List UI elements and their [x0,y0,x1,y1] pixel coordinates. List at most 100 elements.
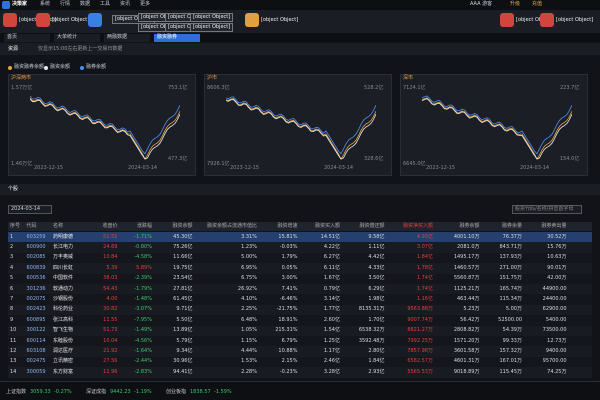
table-cell: 11.66亿 [155,254,193,261]
table-cell: 115.34万 [482,296,522,303]
tab[interactable]: 两融数据 [104,34,150,42]
table-cell: 1.74亿 [387,286,433,293]
toolbar-button[interactable]: [object Object] [261,17,298,24]
panel-title: 深市 [403,75,413,82]
table-cell: 1 [10,234,24,241]
axis-label: 2024-03-14 [128,165,157,172]
table-cell: 7857.98万 [387,348,433,355]
menu-item[interactable]: 数据 [80,1,90,8]
toolbar-button[interactable]: [object Object] [556,17,593,24]
column-header[interactable]: 融券余额 [436,223,480,230]
toolbar-button[interactable]: [object Object] [190,13,233,22]
tab[interactable]: 融资融券 [154,34,200,42]
legend-swatch [8,66,12,70]
column-header[interactable]: 涨跌幅 [120,223,152,230]
table-cell: 6.95% [195,265,257,272]
table-cell: 9 [10,317,24,324]
table-cell: 1.70亿 [343,317,385,324]
ticker-item: 1838.57 [190,389,211,396]
toolbar-icon[interactable] [540,13,554,27]
column-header[interactable]: 融资增速 [260,223,298,230]
legend-swatch [44,66,48,70]
table-cell: 万丰奥威 [53,254,83,261]
table-cell: -1.71% [120,234,152,241]
table-cell: 4601.31万 [436,358,480,365]
table-cell: 23.54亿 [155,275,193,282]
table-cell: 2.25% [195,306,257,313]
tab[interactable]: 大单统计 [54,34,100,42]
axis-label: 2023-12-15 [230,165,259,172]
table-cell: 4.00 [86,296,118,303]
table-cell: 12 [10,348,24,355]
column-header[interactable]: 融资偿还额 [343,223,385,230]
table-cell: 6582.57万 [387,358,433,365]
table-cell: 74.25万 [525,369,567,376]
table-cell: 4.10% [195,296,257,303]
table-cell: 6.11亿 [300,265,340,272]
tab[interactable]: 首页 [4,34,50,42]
table-cell: 5.00% [195,254,257,261]
table-cell: 7 [10,296,24,303]
menu-item[interactable]: 更多 [140,1,150,8]
table-cell: 30.96亿 [155,358,193,365]
panel-title: 沪深两市 [11,75,31,82]
table-cell: 立讯精密 [53,358,83,365]
table-cell: 1571.20万 [436,338,480,345]
window-action[interactable]: 充值 [532,1,542,8]
toolbar-icon[interactable] [500,13,514,27]
column-header[interactable]: 收盘价 [86,223,118,230]
table-cell: 51.51 [86,234,118,241]
legend-swatch [80,66,84,70]
column-header[interactable]: 融资余额占流通市值比 [195,223,257,230]
section-title: 资源 [8,46,18,53]
table-cell: 21.92 [86,348,118,355]
window-action[interactable]: 升级 [510,1,520,8]
table-cell: 智飞生物 [53,327,83,334]
table-cell: 9400.00 [525,348,567,355]
table-cell: 15.81% [260,234,298,241]
user-name[interactable]: AAA 游客 [470,1,492,8]
column-header[interactable]: 融券余量 [482,223,522,230]
search-box[interactable]: 股票代码/名称/拼音首字母 [512,205,582,214]
table-cell: -1.49% [120,327,152,334]
table-cell: 62900.00 [525,306,567,313]
toolbar-icon[interactable] [88,13,102,27]
table-cell: 4001.10万 [436,234,480,241]
table-cell: 1.11亿 [343,244,385,251]
legend-label: 融资余额 [50,64,70,71]
table-cell: 1.74亿 [387,275,433,282]
table-cell: 6.75% [195,275,257,282]
table-cell: 9.58亿 [343,234,385,241]
toolbar-button[interactable]: [object Object] [190,23,233,32]
table-cell: -1.64% [120,348,152,355]
table-cell: 3.31% [195,234,257,241]
column-header[interactable]: 融资余额 [155,223,193,230]
toolbar-icon[interactable] [245,13,259,27]
menu-item[interactable]: 资讯 [120,1,130,8]
toolbar-button[interactable]: [object Object] [52,17,89,24]
date-picker[interactable]: 2024-03-14 [8,205,52,214]
table-cell: 8135.31万 [343,306,385,313]
column-header[interactable]: 融资净买入额 [387,223,433,230]
table-cell: 301236 [27,286,51,293]
table-cell: 99.33万 [482,338,522,345]
column-header[interactable]: 代码 [27,223,51,230]
menu-item[interactable]: 行情 [60,1,70,8]
table-cell: 5.39 [86,265,118,272]
table-cell: 4.42亿 [343,254,385,261]
column-header[interactable]: 序号 [10,223,24,230]
table-cell: 东方财富 [53,369,83,376]
toolbar-icon[interactable] [3,13,17,27]
table-cell: -2.44% [120,358,152,365]
menu-item[interactable]: 系统 [40,1,50,8]
column-header[interactable]: 融资买入额 [300,223,340,230]
table-cell: 10.88% [260,348,298,355]
column-header[interactable]: 名称 [53,223,83,230]
legend-label: 融券余额 [86,64,106,71]
toolbar-icon[interactable] [36,13,50,27]
table-cell: 1.77亿 [300,306,340,313]
table-cell: 6 [10,286,24,293]
table-cell: 44900.00 [525,286,567,293]
menu-item[interactable]: 工具 [100,1,110,8]
column-header[interactable]: 融券卖出量 [525,223,567,230]
